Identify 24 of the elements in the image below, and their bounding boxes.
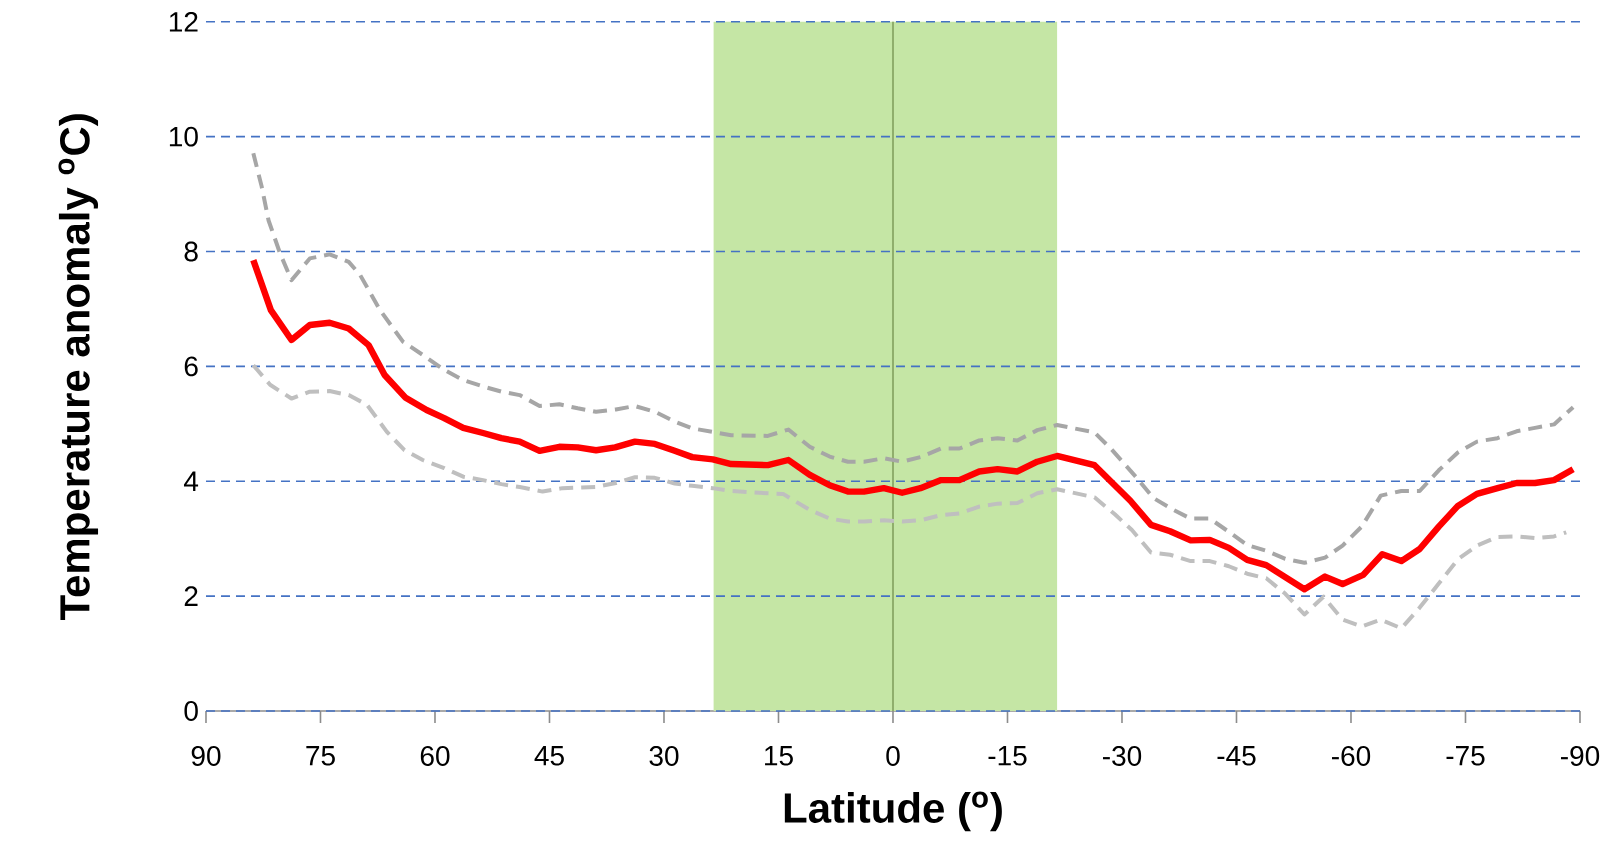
y-tick-label: 4 — [183, 471, 199, 491]
x-tick-label: -60 — [1332, 746, 1371, 766]
x-tick-label: 75 — [306, 746, 335, 766]
x-tick-label: -15 — [988, 746, 1027, 766]
y-tick-label: 12 — [169, 11, 198, 32]
x-tick-label: 60 — [420, 746, 450, 766]
line-series — [251, 363, 1569, 631]
y-tick-label: 10 — [169, 126, 198, 147]
x-tick-label: -30 — [1103, 746, 1142, 766]
x-tick-label: -75 — [1446, 746, 1485, 766]
y-tick-label: 6 — [184, 356, 198, 377]
y-tick-label: 2 — [184, 586, 198, 606]
x-tick-label: 30 — [649, 746, 679, 766]
x-tick-label: 0 — [886, 746, 900, 766]
x-tick-label: 15 — [765, 746, 793, 766]
y-axis-title: Temperature anomaly $^{o}$C) — [58, 114, 99, 621]
x-tick-label: -90 — [1561, 746, 1600, 766]
x-axis-title: Latitude ($^{o}$) — [784, 791, 1002, 832]
x-tick-label: 90 — [191, 746, 221, 766]
y-tick-label: 0 — [184, 701, 198, 721]
line-series — [251, 151, 1576, 565]
x-tick-label: 45 — [534, 746, 564, 766]
x-tick-label: -45 — [1217, 746, 1256, 766]
y-tick-label: 8 — [184, 241, 198, 262]
